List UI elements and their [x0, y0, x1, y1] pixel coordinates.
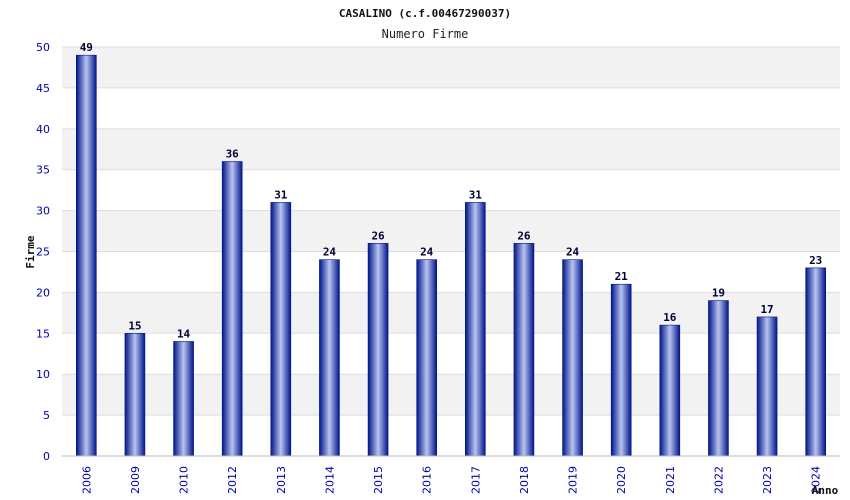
x-tick-label: 2021: [664, 466, 677, 494]
bar: [465, 202, 486, 457]
bar-value-label: 17: [760, 303, 773, 316]
bar: [124, 332, 146, 457]
bar-value-label: 24: [420, 246, 434, 259]
x-tick-label: 2017: [469, 466, 482, 494]
bar-value-label: 16: [663, 311, 677, 324]
bar: [513, 243, 535, 457]
bar-value-label: 31: [274, 188, 288, 201]
x-tick-label: 2016: [421, 466, 434, 494]
y-tick-label: 5: [43, 409, 50, 422]
y-tick-label: 0: [43, 450, 50, 463]
chart-subtitle: Numero Firme: [382, 27, 469, 41]
data-labels: 49 15 14 36 31 24 26 24 31 26 24 21 16 19 17 23: [80, 41, 823, 340]
x-tick-label: 2019: [567, 466, 580, 494]
bar: [659, 324, 681, 457]
bar: [805, 267, 826, 457]
bar-value-label: 15: [128, 319, 141, 332]
bar-value-label: 49: [80, 41, 93, 54]
x-tick-label: 2014: [323, 466, 336, 494]
bar-value-label: 31: [469, 188, 483, 201]
y-tick-label: 45: [36, 82, 50, 95]
bar: [562, 259, 583, 457]
x-tick-label: 2015: [372, 466, 385, 494]
bar-value-label: 26: [371, 229, 385, 242]
bar-value-label: 14: [177, 327, 191, 340]
x-tick-label: 2012: [226, 466, 239, 494]
grid-lines: [62, 46, 840, 457]
bar: [708, 300, 729, 457]
y-axis-ticks: 0 5 10 15 20 25 30 35 40 45 50: [36, 41, 50, 463]
x-tick-label: 2010: [178, 466, 191, 494]
x-tick-label: 2013: [275, 466, 288, 494]
y-axis-label: Firme: [24, 235, 37, 268]
x-tick-label: 2009: [129, 466, 142, 494]
y-tick-label: 35: [36, 164, 50, 177]
bar: [367, 243, 389, 457]
y-tick-label: 15: [36, 327, 50, 340]
bar-value-label: 26: [517, 229, 531, 242]
y-tick-label: 25: [36, 246, 50, 259]
bar: [610, 283, 632, 457]
bar-value-label: 21: [615, 270, 629, 283]
bar-value-label: 36: [226, 148, 240, 161]
bar: [756, 316, 778, 457]
y-tick-label: 50: [36, 41, 50, 54]
grid-band: [62, 128, 840, 170]
bar: [221, 161, 243, 457]
y-tick-label: 10: [36, 368, 50, 381]
x-tick-label: 2024: [810, 466, 823, 494]
bars: [76, 54, 826, 457]
chart-title: CASALINO (c.f.00467290037): [339, 7, 511, 20]
bar: [270, 202, 292, 457]
bar: [173, 341, 194, 457]
bar: [319, 259, 340, 457]
bar-value-label: 19: [712, 287, 725, 300]
bar: [416, 259, 437, 457]
x-tick-label: 2006: [80, 466, 93, 494]
y-tick-label: 40: [36, 123, 50, 136]
y-tick-label: 30: [36, 205, 50, 218]
grid-band: [62, 47, 840, 88]
x-axis-label: Anno: [812, 484, 839, 497]
x-tick-label: 2023: [761, 466, 774, 494]
bar-value-label: 24: [323, 246, 337, 259]
x-tick-label: 2018: [518, 466, 531, 494]
x-tick-label: 2020: [615, 466, 628, 494]
grid-band: [62, 210, 840, 252]
bar-value-label: 23: [809, 254, 822, 267]
bar: [76, 54, 97, 457]
x-tick-label: 2022: [712, 466, 725, 494]
bar-value-label: 24: [566, 246, 580, 259]
x-axis-ticks: 2006 2009 2010 2012 2013 2014 2015 2016 2017 2018…: [80, 466, 822, 494]
y-tick-label: 20: [36, 286, 50, 299]
